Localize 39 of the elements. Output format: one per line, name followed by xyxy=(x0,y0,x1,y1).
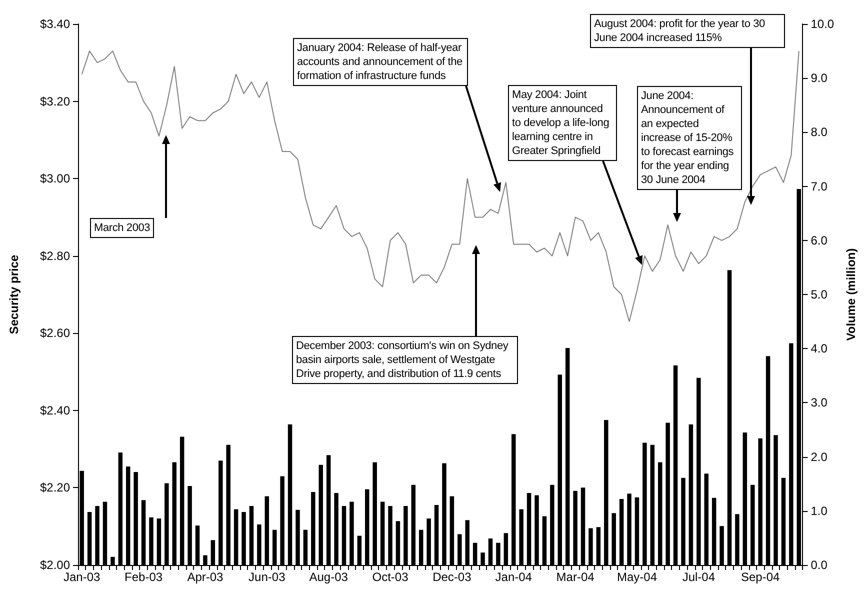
x-tick-label: Jul-04 xyxy=(682,570,716,584)
y-tick-label: $3.20 xyxy=(40,94,70,108)
y2-tick-label: 10.0 xyxy=(810,17,834,31)
x-tick-label: Apr-03 xyxy=(187,570,224,584)
annotation: August 2004: profit for the year to 30 June 2004 increased 115% xyxy=(590,14,785,48)
annotation: May 2004: Joint venture announced to develop a life-long learning centre in Greater Springfield xyxy=(508,85,617,161)
y-axis-title: Security price xyxy=(7,254,21,334)
y2-tick-label: 1.0 xyxy=(810,504,828,518)
x-tick-label: Oct-03 xyxy=(372,570,409,584)
x-tick-label: Jan-03 xyxy=(64,570,101,584)
annotation: March 2003 xyxy=(90,218,154,238)
annotation: January 2004: Release of half-year accounts and announcement of the formation of infrastructure funds xyxy=(293,38,468,86)
y2-tick-label: 4.0 xyxy=(810,342,828,356)
y2-tick-label: 9.0 xyxy=(810,71,828,86)
y2-tick-label: 7.0 xyxy=(810,179,828,194)
x-tick-label: May-04 xyxy=(616,570,658,584)
y2-tick-label: 5.0 xyxy=(810,288,828,302)
y-tick-label: $3.00 xyxy=(40,172,70,186)
y-tick-label: $2.60 xyxy=(40,326,70,340)
y-tick-label: $2.20 xyxy=(40,480,70,495)
y-tick-label: $2.80 xyxy=(40,248,70,263)
y2-tick-label: 8.0 xyxy=(810,125,828,140)
annotation: June 2004: Announcement of an expected increase of 15-20% to forecast earnings for the year ending 30 June 2004 xyxy=(637,86,742,190)
y2-tick-label: 3.0 xyxy=(810,396,828,410)
y-tick-label: $3.40 xyxy=(40,17,70,31)
y-tick-label: $2.00 xyxy=(40,558,70,572)
x-tick-label: Aug-03 xyxy=(309,570,348,584)
x-tick-label: Jan-04 xyxy=(495,570,532,584)
y2-axis-title: Volume (million) xyxy=(844,248,858,341)
x-tick-label: Jun-03 xyxy=(248,570,286,584)
x-tick-label: Dec-03 xyxy=(432,570,472,584)
y2-tick-label: 2.0 xyxy=(810,450,828,464)
y2-tick-label: 6.0 xyxy=(810,233,828,248)
y-tick-label: $2.40 xyxy=(40,403,70,418)
y2-tick-label: 0.0 xyxy=(810,558,828,572)
x-tick-label: Sep-04 xyxy=(740,570,780,584)
x-tick-label: Mar-04 xyxy=(556,570,595,584)
x-tick-label: Feb-03 xyxy=(124,570,163,584)
annotation: December 2003: consortium's win on Sydney basin airports sale, settlement of Westgate Drive property, and distribution of 11.9 cents xyxy=(292,336,518,384)
